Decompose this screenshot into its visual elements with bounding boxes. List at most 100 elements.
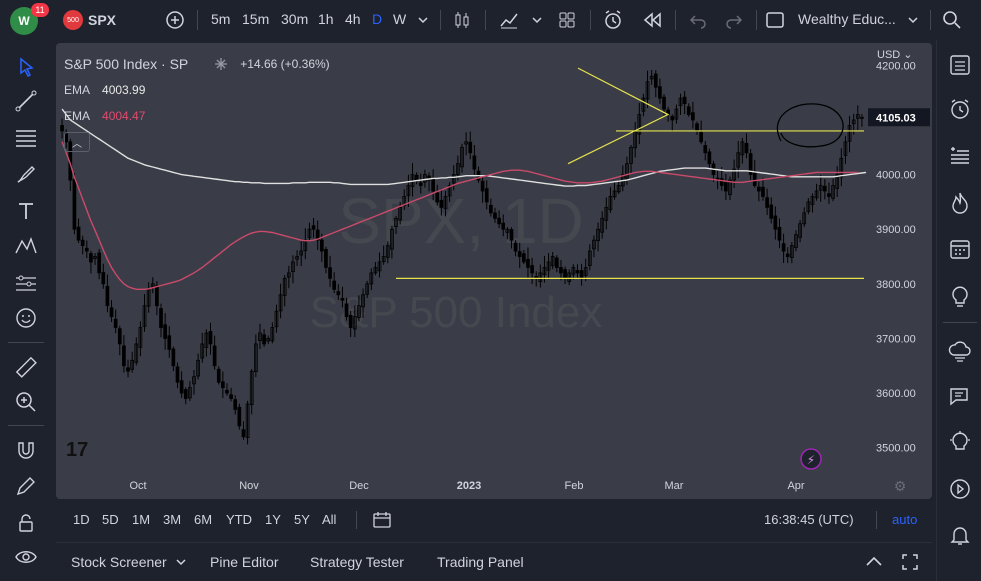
broadcast-icon[interactable]	[947, 476, 973, 502]
tab-stock-screener[interactable]: Stock Screener	[71, 554, 167, 570]
asterisk-icon[interactable]	[214, 57, 228, 71]
legend-title[interactable]: S&P 500 Index · SP	[64, 56, 189, 72]
candle	[361, 288, 365, 318]
tab-pine-editor[interactable]: Pine Editor	[210, 554, 279, 570]
watchlist-icon[interactable]	[947, 52, 973, 78]
layout-name[interactable]: Wealthy Educ...	[798, 11, 896, 27]
eye-icon[interactable]	[13, 544, 39, 570]
chevron-down-icon[interactable]	[906, 8, 920, 32]
ema-slow-label[interactable]: EMA	[64, 109, 91, 123]
ema-fast-label[interactable]: EMA	[64, 83, 91, 97]
tradingview-logo: 17	[66, 439, 88, 461]
candle	[831, 178, 835, 202]
data-window-icon[interactable]	[947, 143, 973, 169]
y-tick-label: 3500.00	[876, 443, 916, 455]
pencil-lock-icon[interactable]	[13, 473, 39, 499]
interval-5m[interactable]: 5m	[211, 11, 231, 27]
add-symbol-icon[interactable]	[163, 8, 187, 32]
notification-badge[interactable]: 11	[31, 3, 49, 17]
circle-annotation[interactable]	[776, 103, 844, 148]
x-tick-label: 2023	[457, 480, 481, 492]
range-all[interactable]: All	[322, 512, 337, 527]
ideas-icon[interactable]	[947, 283, 973, 309]
indicators-icon[interactable]	[497, 8, 521, 32]
candle	[612, 181, 617, 200]
undo-icon[interactable]	[686, 8, 710, 32]
search-icon[interactable]	[940, 8, 964, 32]
interval-15m[interactable]: 15m	[242, 11, 270, 27]
candle-body	[266, 338, 271, 342]
range-5y[interactable]: 5Y	[294, 512, 310, 527]
lightning-button[interactable]	[800, 448, 822, 470]
interval-4h[interactable]: 4h	[345, 11, 361, 27]
brush-icon[interactable]	[13, 162, 39, 188]
range-1y[interactable]: 1Y	[265, 512, 281, 527]
ruler-icon[interactable]	[13, 354, 39, 380]
candle	[291, 255, 295, 284]
chevron-down-icon[interactable]	[174, 555, 188, 569]
redo-icon[interactable]	[722, 8, 746, 32]
chats-icon[interactable]	[947, 384, 973, 410]
ema-slow-value: 4004.47	[102, 109, 146, 123]
range-6m[interactable]: 6M	[194, 512, 213, 527]
bell-icon[interactable]	[947, 522, 973, 548]
templates-icon[interactable]	[555, 8, 579, 32]
replay-icon[interactable]	[640, 8, 664, 32]
settings-gear-icon[interactable]: ⚙	[894, 479, 907, 495]
y-tick-label: 4200.00	[876, 60, 916, 72]
triangle-pattern[interactable]	[567, 67, 670, 165]
help-icon[interactable]	[947, 430, 973, 456]
collapse-legend-button[interactable]: ︿	[64, 132, 90, 152]
symbol-search[interactable]: SPX	[88, 12, 117, 28]
candles-icon[interactable]	[450, 8, 474, 32]
candle-body	[282, 277, 287, 296]
range-5d[interactable]: 5D	[102, 512, 119, 527]
interval-1h[interactable]: 1h	[318, 11, 334, 27]
alarm-icon[interactable]	[947, 96, 973, 122]
tab-strategy-tester[interactable]: Strategy Tester	[310, 554, 404, 570]
interval-w[interactable]: W	[393, 11, 407, 27]
magnet-icon[interactable]	[13, 438, 39, 464]
hotlist-icon[interactable]	[947, 190, 973, 216]
interval-30m[interactable]: 30m	[281, 11, 309, 27]
forecast-icon[interactable]	[13, 270, 39, 296]
auto-scale-button[interactable]: auto	[892, 512, 918, 527]
alert-icon[interactable]	[601, 8, 625, 32]
interval-d[interactable]: D	[372, 11, 383, 27]
candle	[171, 346, 176, 372]
chevron-down-icon[interactable]	[416, 8, 430, 32]
currency-label[interactable]: USD ⌄	[877, 49, 913, 61]
candle-body	[167, 335, 172, 350]
tab-trading-panel[interactable]: Trading Panel	[437, 554, 524, 570]
range-ytd[interactable]: YTD	[226, 512, 252, 527]
fib-icon[interactable]	[13, 125, 39, 151]
candle-body	[686, 106, 691, 115]
candle-body	[550, 256, 555, 267]
chart-area[interactable]: SPX, 1D S&P 500 Index USD ⌄ 3500.00 3600.00…	[56, 43, 932, 499]
candle	[105, 274, 110, 313]
chevron-up-icon[interactable]	[864, 553, 884, 571]
layout-icon[interactable]	[763, 8, 787, 32]
candle-body	[827, 193, 831, 197]
clock[interactable]: 16:38:45 (UTC)	[764, 512, 854, 527]
range-3m[interactable]: 3M	[163, 512, 182, 527]
zoom-in-icon[interactable]	[13, 389, 39, 415]
range-1d[interactable]: 1D	[73, 512, 90, 527]
lock-icon[interactable]	[13, 510, 39, 536]
candle	[406, 174, 411, 207]
candle	[254, 334, 258, 378]
date-range-icon[interactable]	[372, 510, 392, 530]
candle-body	[563, 269, 567, 279]
trendline-icon[interactable]	[13, 88, 39, 114]
emoji-icon[interactable]	[13, 305, 39, 331]
candlestick-chart[interactable]: SPX, 1D S&P 500 Index USD ⌄ 3500.00 3600.00…	[56, 43, 932, 499]
candle	[847, 115, 852, 153]
chevron-down-icon[interactable]	[530, 8, 544, 32]
streams-icon[interactable]	[947, 338, 973, 364]
range-1m[interactable]: 1M	[132, 512, 151, 527]
cursor-icon[interactable]	[13, 54, 39, 80]
maximize-icon[interactable]	[901, 553, 919, 571]
calendar-icon[interactable]	[947, 236, 973, 262]
text-icon[interactable]	[13, 198, 39, 224]
pattern-icon[interactable]	[13, 233, 39, 259]
